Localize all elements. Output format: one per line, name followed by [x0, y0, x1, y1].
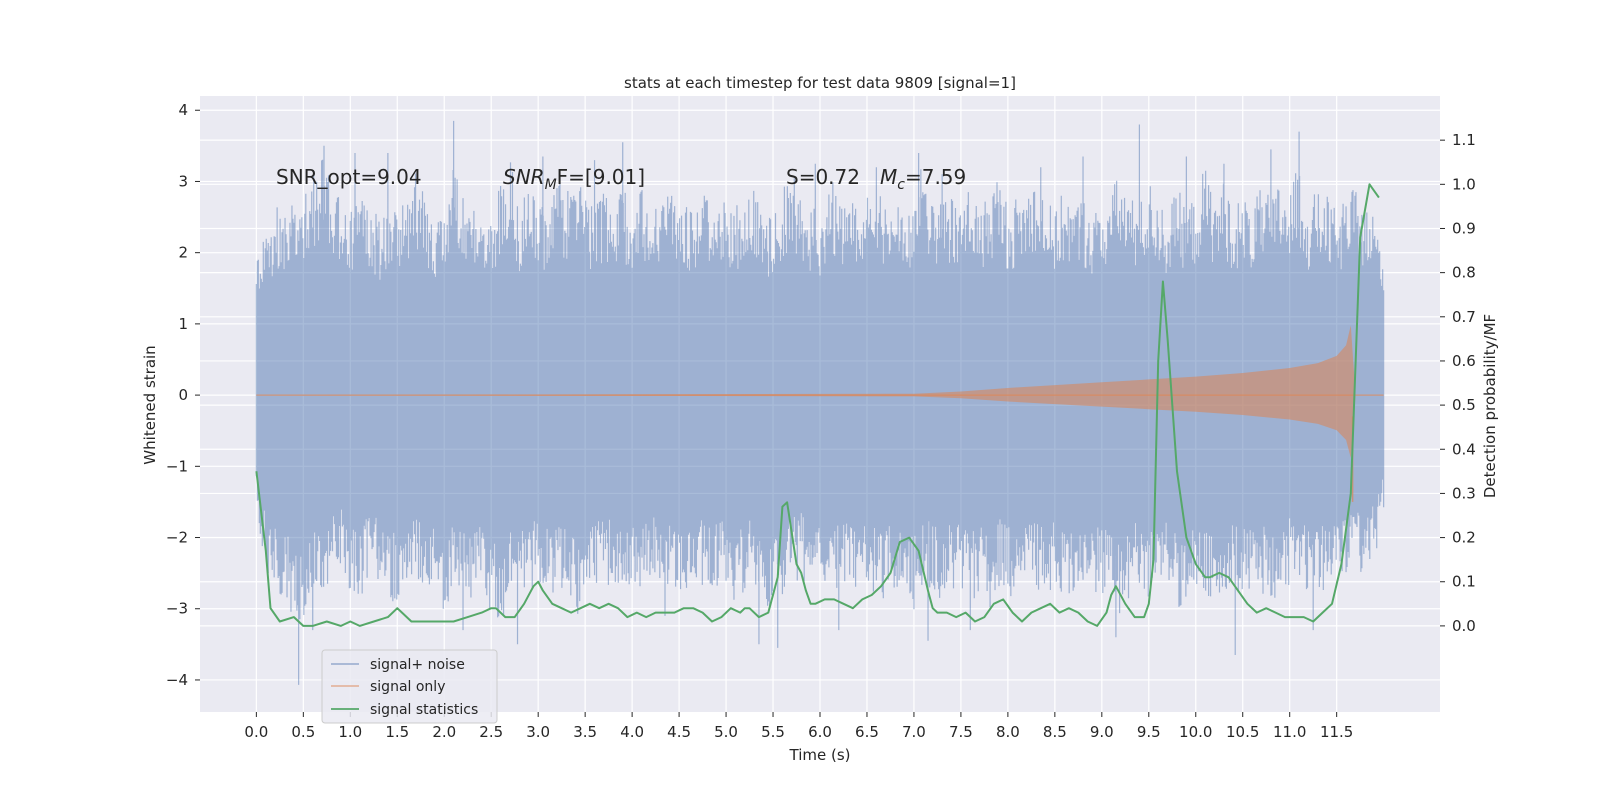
- annotation-mc-subscript: c: [897, 177, 905, 193]
- y-right-tick-label: 0.4: [1452, 440, 1476, 458]
- y-right-tick-label: 0.1: [1452, 573, 1476, 591]
- x-tick-label: 0.0: [244, 723, 268, 741]
- x-tick-label: 5.5: [761, 723, 785, 741]
- x-tick-label: 2.0: [432, 723, 456, 741]
- annotation-mc: Mc=7.59: [880, 165, 966, 193]
- annotation-snr-mf-value: F=[9.01]: [557, 165, 645, 189]
- x-axis-label: Time (s): [789, 746, 851, 764]
- annotation-mc-value: =7.59: [905, 165, 966, 189]
- x-tick-label: 7.5: [949, 723, 973, 741]
- x-tick-label: 11.5: [1320, 723, 1353, 741]
- y-axis-left-label: Whitened strain: [141, 345, 159, 464]
- x-tick-label: 3.5: [573, 723, 597, 741]
- x-axis: 0.0 0.5 1.0 1.5 2.0 2.5 3.0 3.5 4.0 4.5 5.0 5.5 6.0 6…: [244, 712, 1353, 741]
- x-tick-label: 3.0: [526, 723, 550, 741]
- x-tick-label: 8.5: [1043, 723, 1067, 741]
- x-tick-label: 9.0: [1090, 723, 1114, 741]
- x-tick-label: 5.0: [714, 723, 738, 741]
- y-left-tick-label: −1: [166, 457, 188, 475]
- annotation-snr-mf-subscript: M: [545, 177, 557, 193]
- legend: signal+ noise signal only signal statist…: [321, 649, 498, 724]
- x-tick-label: 1.0: [338, 723, 362, 741]
- y-left-tick-label: 1: [178, 315, 188, 333]
- legend-label-signal-only: signal only: [370, 679, 445, 695]
- annotation-mc-symbol: M: [880, 165, 897, 189]
- y-axis-right: 1.1 1.0 0.9 0.8 0.7 0.6 0.5 0.4 0.3 0.2 0.1 0.0: [1440, 131, 1476, 635]
- y-right-tick-label: 1.1: [1452, 131, 1476, 149]
- y-right-tick-label: 1.0: [1452, 175, 1476, 193]
- x-tick-label: 8.0: [996, 723, 1020, 741]
- x-tick-label: 2.5: [479, 723, 503, 741]
- grid: [200, 96, 1440, 712]
- x-tick-label: 11.0: [1273, 723, 1306, 741]
- x-tick-label: 10.0: [1179, 723, 1212, 741]
- annotation-snr-opt: SNR_opt=9.04: [276, 165, 422, 189]
- y-right-tick-label: 0.2: [1452, 529, 1476, 547]
- y-right-tick-label: 0.8: [1452, 264, 1476, 282]
- y-left-tick-label: −2: [166, 529, 188, 547]
- signal-statistics-series: [255, 183, 1380, 627]
- y-left-tick-label: −3: [166, 600, 188, 618]
- y-right-tick-label: 0.9: [1452, 219, 1476, 237]
- y-right-tick-label: 0.3: [1452, 484, 1476, 502]
- annotation-snr-mf: SNRMF=[9.01]: [503, 165, 645, 193]
- y-left-tick-label: 2: [178, 244, 188, 262]
- chart-title: stats at each timestep for test data 980…: [624, 74, 1016, 92]
- y-left-tick-label: 3: [178, 172, 188, 190]
- y-left-tick-label: −4: [166, 671, 188, 689]
- legend-box: [321, 649, 498, 724]
- x-tick-label: 10.5: [1226, 723, 1259, 741]
- legend-label-signal-statistics: signal statistics: [370, 702, 478, 718]
- annotation-s: S=0.72: [786, 165, 860, 189]
- x-tick-label: 4.5: [667, 723, 691, 741]
- x-tick-label: 9.5: [1137, 723, 1161, 741]
- y-axis-right-label: Detection probability/MF: [1481, 314, 1499, 498]
- y-right-tick-label: 0.7: [1452, 308, 1476, 326]
- x-tick-label: 1.5: [385, 723, 409, 741]
- x-tick-label: 4.0: [620, 723, 644, 741]
- y-right-tick-label: 0.5: [1452, 396, 1476, 414]
- y-right-tick-label: 0.0: [1452, 617, 1476, 635]
- y-right-tick-label: 0.6: [1452, 352, 1476, 370]
- annotation-snr-mf-symbol: SNR: [503, 165, 545, 189]
- y-axis-left: 4 3 2 1 0 −1 −2 −3 −4: [166, 101, 200, 689]
- y-left-tick-label: 4: [178, 101, 188, 119]
- x-tick-label: 0.5: [291, 723, 315, 741]
- x-tick-label: 6.0: [808, 723, 832, 741]
- legend-label-signal-noise: signal+ noise: [370, 657, 465, 673]
- x-tick-label: 7.0: [902, 723, 926, 741]
- x-tick-label: 6.5: [855, 723, 879, 741]
- y-left-tick-label: 0: [178, 386, 188, 404]
- signal-statistics-line: [255, 183, 1380, 627]
